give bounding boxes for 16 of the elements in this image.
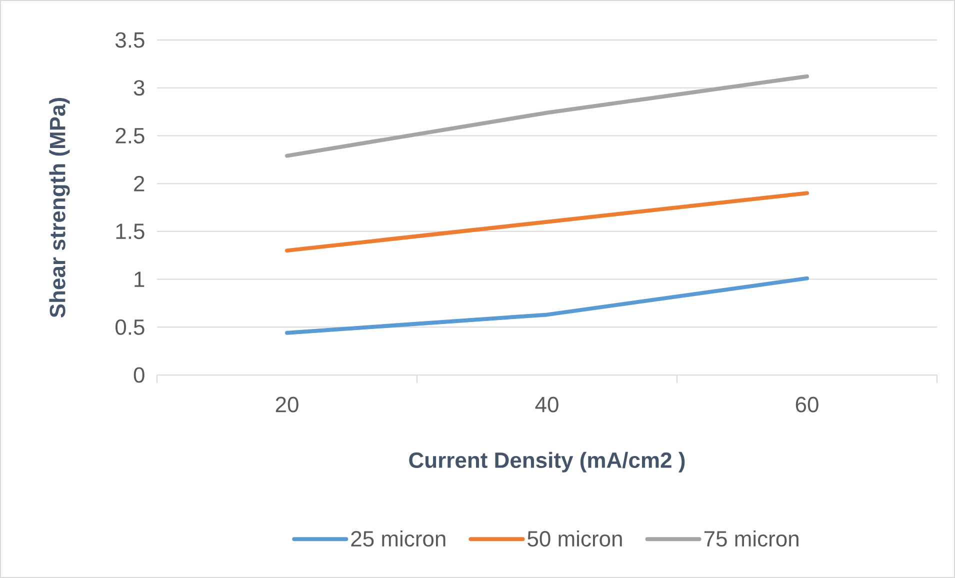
y-tick-label: 2 bbox=[134, 176, 144, 192]
x-tick-label: 60 bbox=[796, 396, 818, 412]
legend-label: 75 micron bbox=[704, 530, 798, 547]
y-tick-label: 0.5 bbox=[116, 319, 144, 335]
y-tick-label: 2.5 bbox=[116, 128, 144, 144]
x-axis-title: Current Density (mA/cm2 ) bbox=[409, 452, 685, 472]
y-axis-title: Shear strength (MPa) bbox=[49, 98, 70, 318]
legend-label: 50 micron bbox=[528, 530, 622, 547]
y-tick-label: 3.5 bbox=[115, 32, 144, 48]
y-tick-label: 0 bbox=[134, 367, 144, 383]
y-tick-label: 1 bbox=[134, 272, 144, 287]
legend-label: 25 micron bbox=[351, 530, 446, 547]
y-tick-label: 3 bbox=[134, 80, 144, 96]
x-tick-label: 20 bbox=[276, 396, 298, 412]
y-tick-label: 1.5 bbox=[116, 224, 144, 240]
x-tick-label: 40 bbox=[535, 396, 558, 412]
